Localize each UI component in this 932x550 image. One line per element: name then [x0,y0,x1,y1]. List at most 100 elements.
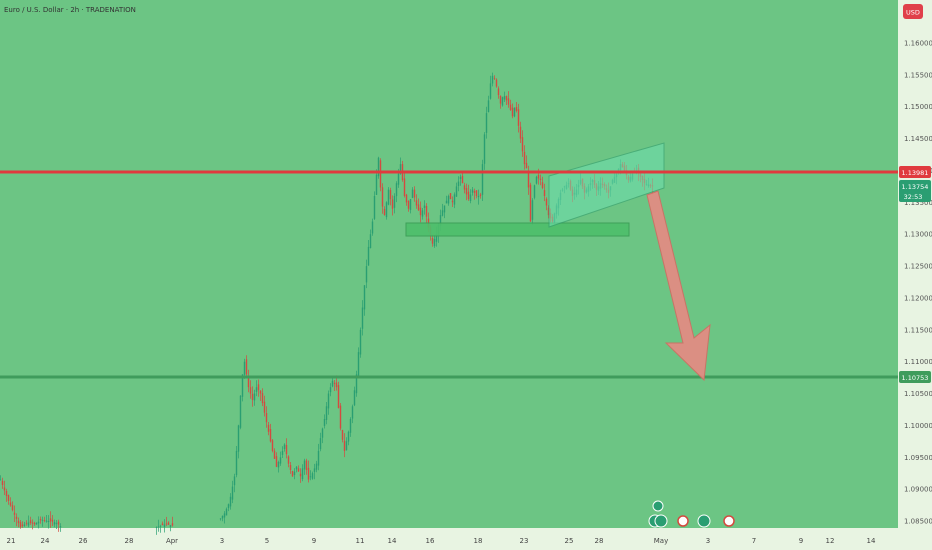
date-tick-label: 18 [474,537,483,545]
candle-down [527,170,530,188]
candle-down [403,178,406,196]
support-price-label: 1.10753 [902,374,929,382]
candle-up [471,189,474,193]
date-tick-label: 16 [426,537,435,545]
candle-down [31,522,34,524]
candle-down [271,440,274,451]
candle-down [343,440,346,451]
candle-up [237,425,240,452]
candle-up [255,387,258,392]
candle-down [171,523,174,526]
candle-up [219,518,222,520]
support-zone [405,222,630,237]
candle-down [261,393,264,404]
candle-down [25,522,28,524]
candle-down [285,445,288,455]
date-tick-label: 23 [520,537,529,545]
candle-up [377,157,380,177]
candle-down [11,505,14,511]
date-tick-label: 28 [595,537,604,545]
price-tick-label: 1.13500 [904,199,932,207]
event-icon[interactable] [677,515,689,527]
event-icon[interactable] [654,514,668,528]
candle-up [353,390,356,406]
candle-down [49,518,52,522]
candle-up [477,196,480,198]
candle-up [469,194,472,201]
candle-down [257,384,260,391]
bar-countdown-label: 32:53 [904,193,923,201]
candle-up [253,393,256,401]
candle-down [475,190,478,196]
price-tick-label: 1.10500 [904,390,932,398]
candle-down [405,194,408,203]
candle-up [491,75,494,84]
candle-up [231,486,234,500]
candle-up [241,374,244,397]
date-tick-label: 3 [220,537,224,545]
plot-background [0,0,898,528]
candle-up [369,234,372,248]
candle-up [375,174,378,195]
candle-down [495,79,498,87]
candle-down [273,450,276,459]
candle-up [163,524,166,528]
candle-up [159,525,162,527]
candle-up [349,419,352,433]
candle-down [13,512,16,515]
candle-up [301,468,304,480]
candle-up [309,476,312,478]
candle-down [425,206,428,217]
candle-down [265,413,268,423]
candle-up [453,194,456,205]
bearish-projection-arrow [646,190,711,382]
candle-down [251,393,254,400]
candle-up [393,196,396,208]
candle-up [293,471,296,475]
candle-up [227,504,230,509]
date-tick-label: Apr [166,537,178,545]
candle-up [283,444,286,449]
candle-up [439,215,442,227]
candle-down [21,524,24,526]
candle-up [35,522,38,525]
candle-down [17,520,20,524]
date-tick-label: 9 [312,537,316,545]
candle-down [473,191,476,193]
candle-up [327,393,330,409]
candle-up [239,395,242,428]
candle-down [335,382,338,388]
resistance-price-label: 1.13981 [902,169,929,177]
candle-up [223,513,226,518]
candle-down [499,96,502,104]
candle-up [457,181,460,186]
candle-down [507,98,510,105]
date-tick-label: 3 [706,537,710,545]
candle-up [409,199,412,210]
candle-down [431,238,434,244]
candle-up [233,476,236,486]
event-icon[interactable] [652,500,664,512]
candle-down [523,151,526,165]
candle-down [383,208,386,215]
candle-up [37,521,40,524]
candle-up [169,525,172,528]
symbol-title: Euro / U.S. Dollar · 2h · TRADENATION [4,6,136,14]
currency-button[interactable]: USD [903,4,923,19]
candle-up [395,183,398,197]
event-icon[interactable] [723,515,735,527]
candle-down [7,495,10,501]
candle-down [461,175,464,184]
candle-down [463,185,466,190]
event-icon[interactable] [697,514,711,528]
support-price-tag: 1.10753 [899,371,931,383]
candle-down [161,523,164,526]
candle-up [459,176,462,179]
candle-up [243,361,246,375]
candle-up [55,523,58,524]
candle-down [269,429,272,442]
candle-down [515,107,518,111]
candle-down [341,430,344,440]
current-price-label: 1.13754 [902,183,929,191]
